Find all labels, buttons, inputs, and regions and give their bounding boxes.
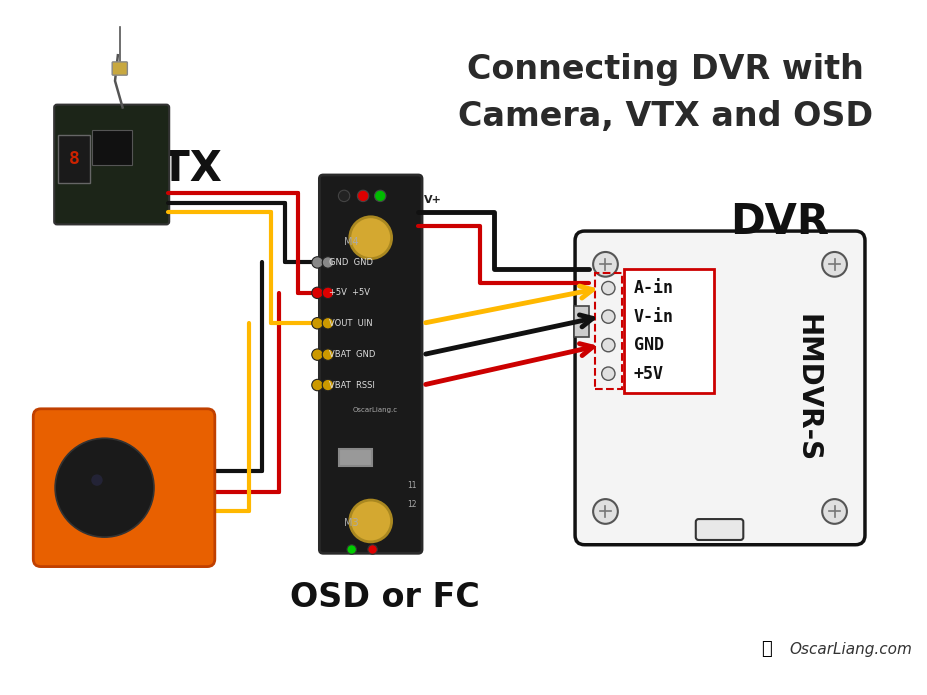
FancyBboxPatch shape xyxy=(575,231,865,545)
Circle shape xyxy=(65,448,145,528)
Circle shape xyxy=(311,379,324,391)
Circle shape xyxy=(593,252,617,277)
Text: VBAT  RSSI: VBAT RSSI xyxy=(329,381,375,389)
Text: Camera, VTX and OSD: Camera, VTX and OSD xyxy=(458,101,873,133)
Text: +5V: +5V xyxy=(634,365,664,383)
Circle shape xyxy=(375,190,386,202)
Circle shape xyxy=(822,499,847,524)
Circle shape xyxy=(323,379,334,391)
Circle shape xyxy=(74,457,135,518)
Circle shape xyxy=(602,367,615,380)
Circle shape xyxy=(349,217,391,259)
Text: M3: M3 xyxy=(344,518,359,528)
Text: V-in: V-in xyxy=(634,308,674,326)
Circle shape xyxy=(311,349,324,360)
Text: +5V  +5V: +5V +5V xyxy=(329,288,370,297)
Circle shape xyxy=(368,545,377,554)
FancyBboxPatch shape xyxy=(625,269,714,393)
FancyBboxPatch shape xyxy=(54,105,170,224)
Text: HMDVR-S: HMDVR-S xyxy=(794,314,822,462)
Text: M4: M4 xyxy=(344,237,359,247)
FancyBboxPatch shape xyxy=(339,449,372,466)
Circle shape xyxy=(311,287,324,299)
FancyBboxPatch shape xyxy=(92,130,133,165)
Circle shape xyxy=(323,287,334,299)
Circle shape xyxy=(602,338,615,352)
FancyBboxPatch shape xyxy=(320,175,422,553)
Circle shape xyxy=(347,545,357,554)
Text: 11: 11 xyxy=(407,481,416,490)
Circle shape xyxy=(822,252,847,277)
FancyBboxPatch shape xyxy=(58,135,90,183)
FancyBboxPatch shape xyxy=(696,519,743,540)
Text: GND: GND xyxy=(634,336,664,354)
Circle shape xyxy=(349,500,391,542)
Text: OscarLiang.c: OscarLiang.c xyxy=(353,407,398,413)
Circle shape xyxy=(602,310,615,323)
Text: VTX: VTX xyxy=(130,148,222,190)
Circle shape xyxy=(100,483,109,493)
Text: V+: V+ xyxy=(424,195,442,205)
FancyBboxPatch shape xyxy=(33,409,215,566)
Circle shape xyxy=(91,475,103,486)
Text: 🔥: 🔥 xyxy=(761,640,771,658)
Text: VOUT  UIN: VOUT UIN xyxy=(329,319,373,328)
Circle shape xyxy=(323,349,334,360)
Circle shape xyxy=(602,281,615,295)
Text: 12: 12 xyxy=(407,500,416,509)
Circle shape xyxy=(55,439,154,537)
Text: OSD or FC: OSD or FC xyxy=(290,580,480,614)
Text: GND  GND: GND GND xyxy=(329,258,373,267)
Circle shape xyxy=(311,256,324,268)
FancyBboxPatch shape xyxy=(112,62,127,75)
Text: 8: 8 xyxy=(69,150,80,167)
Circle shape xyxy=(95,478,114,497)
Circle shape xyxy=(338,190,349,202)
Text: VBAT  GND: VBAT GND xyxy=(329,350,375,359)
FancyBboxPatch shape xyxy=(574,306,590,336)
Circle shape xyxy=(311,318,324,329)
Circle shape xyxy=(85,468,123,507)
Circle shape xyxy=(323,318,334,329)
Circle shape xyxy=(593,499,617,524)
Text: A-in: A-in xyxy=(634,279,674,297)
Text: OscarLiang.com: OscarLiang.com xyxy=(789,641,912,657)
Circle shape xyxy=(358,190,369,202)
Text: DVR: DVR xyxy=(730,201,829,243)
Text: Connecting DVR with: Connecting DVR with xyxy=(467,53,864,86)
Circle shape xyxy=(323,256,334,268)
